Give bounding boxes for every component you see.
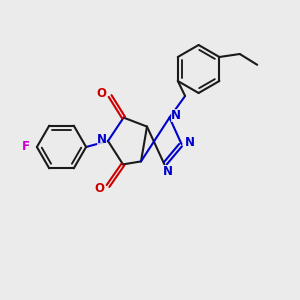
Text: O: O	[96, 86, 106, 100]
Text: N: N	[97, 133, 107, 146]
Text: N: N	[185, 136, 195, 149]
Text: O: O	[94, 182, 104, 196]
Text: N: N	[171, 109, 181, 122]
Text: F: F	[22, 140, 29, 154]
Text: N: N	[163, 165, 173, 178]
